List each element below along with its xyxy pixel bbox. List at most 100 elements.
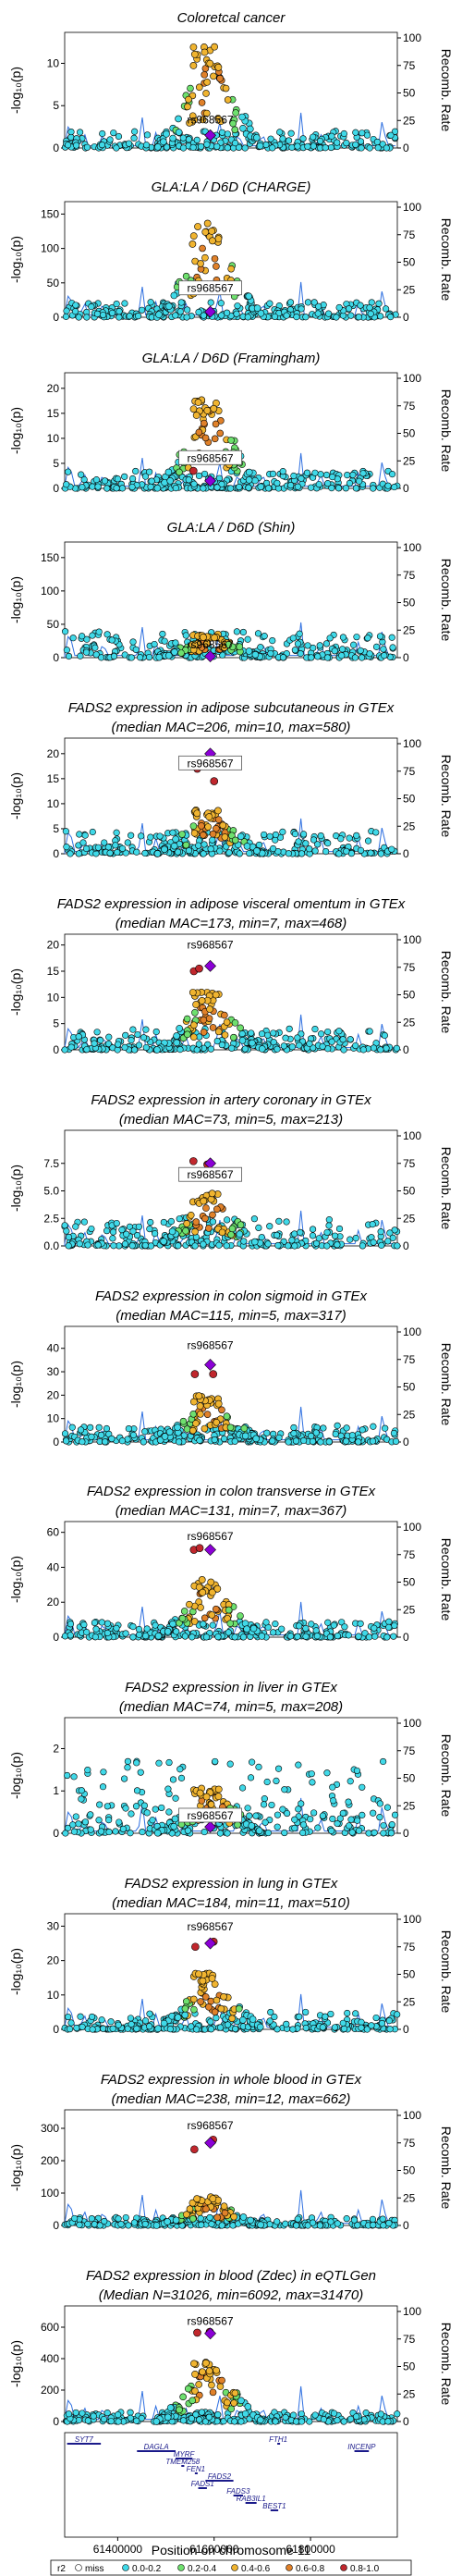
snp-point [207, 2026, 215, 2033]
snp-point [172, 2216, 180, 2225]
lead-snp-label-box [178, 280, 242, 296]
snp-point [359, 1426, 366, 1434]
snp-point [191, 2370, 200, 2378]
snp-point [81, 1818, 90, 1826]
lead-snp-marker [204, 475, 216, 487]
points [61, 2135, 398, 2229]
snp-point [160, 2019, 168, 2028]
snp-point [141, 2220, 149, 2228]
legend-swatch [286, 2564, 293, 2571]
snp-point [358, 144, 365, 152]
snp-point [329, 474, 336, 481]
snp-point [189, 1033, 198, 1041]
snp-point [61, 1046, 68, 1054]
recomb-axis-label: Recomb. Rate [439, 951, 454, 1034]
snp-point [201, 1828, 208, 1836]
snp-point [358, 2024, 365, 2031]
snp-point [288, 1237, 296, 1244]
snp-point [225, 849, 233, 857]
snp-point [197, 260, 204, 267]
snp-point [203, 109, 211, 117]
snp-point [365, 1830, 372, 1837]
y-tick-label: 5 [53, 457, 59, 470]
snp-point [264, 1031, 272, 1039]
snp-point [84, 1766, 91, 1774]
snp-point [323, 1228, 331, 1237]
snp-point [235, 143, 243, 152]
snp-point [317, 1438, 324, 1446]
snp-point [109, 1228, 117, 1236]
snp-point [220, 1435, 228, 1443]
snp-point [189, 2214, 197, 2223]
gene-label: FADS1 [191, 2480, 214, 2488]
plot-frame [64, 933, 398, 1051]
snp-point [255, 1763, 262, 1770]
snp-point [69, 635, 77, 642]
snp-point [103, 485, 111, 492]
snp-point [225, 1629, 232, 1636]
y-tick-label: 50 [47, 618, 60, 631]
snp-point [262, 1619, 270, 1626]
snp-point [131, 1046, 139, 1054]
snp-point-high-ld [195, 964, 203, 973]
snp-point [153, 1829, 162, 1837]
snp-point [337, 835, 345, 843]
snp-point [103, 1424, 111, 1433]
snp-point [364, 837, 372, 844]
snp-point [156, 832, 164, 840]
panel: FADS2 expression in blood (Zdec) in eQTL… [8, 2268, 454, 2428]
legend-label: 0.6-0.8 [296, 2564, 325, 2574]
snp-point [115, 132, 123, 141]
snp-point [80, 1218, 88, 1226]
snp-point [165, 1808, 173, 1816]
snp-point [117, 2220, 125, 2228]
snp-point [352, 485, 360, 492]
snp-point [394, 2410, 401, 2418]
snp-point [99, 129, 106, 138]
recomb-tick-label: 50 [403, 87, 416, 100]
snp-point [207, 1578, 215, 1586]
snp-point [233, 310, 240, 317]
snp-point [154, 143, 162, 151]
recomb-tick-label: 25 [403, 1408, 416, 1421]
snp-point [199, 1977, 207, 1985]
snp-point [197, 1604, 204, 1611]
snp-point [330, 1621, 337, 1629]
snp-point [147, 483, 154, 490]
lead-snp-label: rs968567 [188, 114, 234, 127]
snp-point [128, 1036, 135, 1044]
snp-point [322, 2013, 329, 2020]
snp-point [353, 634, 360, 641]
snp-point [200, 1197, 208, 1205]
snp-point [160, 1218, 167, 1226]
recomb-tick-label: 50 [403, 2164, 416, 2177]
y-axis-label: -log₁₀(p) [8, 1556, 23, 1603]
snp-point [215, 1241, 223, 1249]
snp-point [62, 1830, 69, 1837]
snp-point [290, 472, 298, 480]
snp-point [110, 652, 118, 660]
snp-point [283, 1218, 290, 1226]
snp-point [133, 2417, 140, 2424]
snp-point [209, 237, 216, 245]
snp-point [380, 1822, 387, 1830]
recomb-axis-label: Recomb. Rate [439, 1930, 454, 2014]
snp-point [131, 128, 139, 135]
snp-point [225, 1606, 233, 1614]
lead-snp-label: rs968567 [188, 638, 234, 651]
points [61, 1370, 400, 1446]
snp-point [274, 1823, 281, 1830]
snp-point [168, 1227, 176, 1236]
snp-point [261, 1818, 269, 1826]
snp-point [319, 1042, 326, 1050]
snp-point [320, 1424, 327, 1432]
lead-snp-marker [204, 1544, 216, 1556]
recomb-tick-label: 0 [403, 142, 409, 154]
recomb-axis-label: Recomb. Rate [439, 1538, 454, 1621]
snp-point [216, 2383, 225, 2390]
snp-point [324, 839, 332, 847]
snp-point [292, 1437, 300, 1445]
snp-point [100, 2025, 107, 2032]
snp-point [152, 2222, 161, 2229]
snp-point [279, 135, 286, 142]
